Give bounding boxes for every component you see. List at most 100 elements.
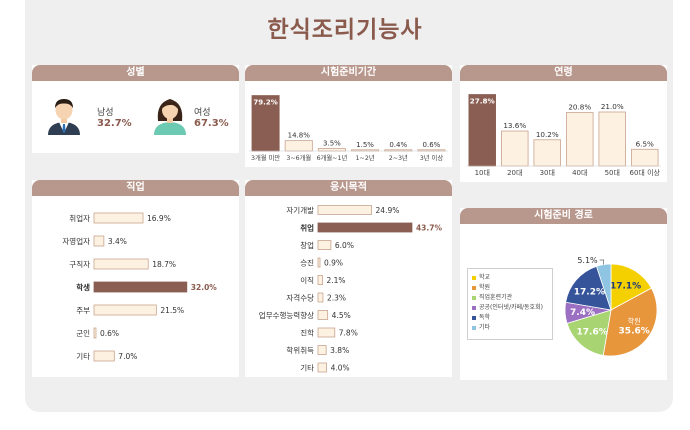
exam-period-panel: 시험준비기간 79.2% 3개월 미만 14.8% 3~6개월 3.5% 6개월~1년 1.… [245,65,452,167]
job-value-label: 7.0% [118,352,137,361]
route-legend-item: 학교 [472,273,543,283]
route-pie-slice [596,263,612,311]
purpose-bar [317,257,321,268]
purpose-value-label: 4.5% [332,311,351,320]
exam-period-chart: 79.2% 3개월 미만 14.8% 3~6개월 3.5% 6개월~1년 1.5% 1~2년 0… [249,95,448,162]
age-value-label: 13.6% [503,121,526,130]
job-value-label: 32.0% [191,283,218,292]
route-panel-header: 시험준비 경로 [460,208,667,224]
age-bar [501,130,529,167]
purpose-chart: 자기개발 24.9% 취업 43.7% 창업 6.0% 승진 0.9% 이직 2.1% 자격수당 2.… [259,205,443,373]
job-category-label: 자영업자 [62,236,90,246]
job-value-label: 21.5% [160,306,184,315]
route-legend-label: 직업훈련기관 [479,294,513,301]
route-pie-slice [610,263,652,311]
age-category-label: 50대 [605,169,620,177]
purpose-category-label: 승진 [300,258,314,268]
purpose-value-label: 24.9% [376,206,400,215]
purpose-panel: 응시목적 자기개발 24.9% 취업 43.7% 창업 6.0% 승진 0.9% 이직 2.1% 자… [245,180,452,377]
purpose-category-label: 자기개발 [286,205,314,215]
purpose-bar [317,362,328,373]
job-category-label: 취업자 [69,214,90,223]
age-category-label: 30대 [540,169,555,177]
route-legend-swatch [472,275,476,280]
route-legend-item: 독학 [472,313,543,323]
route-slice-label: 35.6% [619,327,650,337]
job-value-label: 0.6% [100,329,119,338]
age-category-label: 10대 [475,169,490,177]
female-value: 67.3% [194,118,229,129]
job-value-label: 3.4% [108,237,127,246]
purpose-bar [317,327,336,338]
route-legend-swatch [472,295,476,300]
job-category-label: 학생 [76,282,90,292]
purpose-value-label: 6.0% [335,241,354,250]
purpose-category-label: 업무수행능력향상 [259,310,314,320]
purpose-bar [317,310,329,320]
age-value-label: 27.8% [470,97,495,106]
purpose-category-label: 창업 [300,241,314,250]
exam-period-panel-header: 시험준비기간 [245,65,452,81]
purpose-bar [317,345,327,355]
female-label: 여성 [194,108,211,118]
purpose-bar [317,275,323,285]
age-panel-header: 연령 [460,65,667,81]
job-bar [93,304,157,316]
exam-period-bar [317,148,346,152]
gender-panel-header: 성별 [32,65,239,81]
page-title: 한식조리기능사 [267,17,423,43]
purpose-value-label: 3.8% [330,346,349,355]
purpose-category-label: 기타 [300,364,314,373]
job-bar [93,258,149,270]
age-category-label: 40대 [572,169,587,177]
exam-period-category-label: 3개월 미만 [251,153,280,162]
job-bar [93,212,144,224]
job-panel: 직업 취업자 16.9% 자영업자 3.4% 구직자 18.7% 학생 32.0% 주부 21.5… [32,180,239,377]
route-pie-slice [566,309,612,356]
job-panel-header: 직업 [32,180,239,196]
route-panel: 시험준비 경로 학교 학원 직업훈련기관 공공(인터넷/카페/동호회) 독학 기타 17.… [460,208,667,380]
purpose-category-label: 학위취득 [286,345,314,355]
job-category-label: 군인 [76,328,90,338]
age-value-label: 21.0% [601,102,624,111]
purpose-category-label: 자격수당 [286,293,314,303]
route-legend: 학교 학원 직업훈련기관 공공(인터넷/카페/동호회) 독학 기타 [467,268,553,340]
route-slice-label: 5.1% [577,256,598,265]
route-slice-label: 17.6% [577,327,608,337]
exam-period-category-label: 1~2년 [356,153,375,162]
route-legend-item: 직업훈련기관 [472,293,543,303]
job-category-label: 구직자 [69,259,90,269]
exam-period-value-label: 79.2% [253,99,277,107]
purpose-bar [317,292,324,303]
job-value-label: 16.9% [147,214,171,223]
job-bar [93,350,115,362]
route-leader-line [599,259,605,265]
route-legend-label: 독학 [479,314,491,321]
exam-period-value-label: 0.6% [423,141,441,149]
job-bar [93,235,105,247]
purpose-value-label: 2.1% [327,276,346,285]
male-label: 남성 [97,108,114,118]
purpose-bar [317,240,332,250]
male-value: 32.7% [97,118,132,129]
age-category-label: 20대 [507,169,522,177]
gender-panel: 성별 남성 32.7% 여성 67.3% [32,65,239,153]
job-bar [93,327,97,339]
purpose-category-label: 취업 [300,223,314,233]
route-legend-swatch [472,315,476,320]
exam-period-category-label: 3~6개월 [286,153,311,162]
route-slice-name: 학원 [628,317,641,326]
age-bar [598,111,626,167]
age-bar [533,139,561,167]
age-bar [631,148,659,167]
route-slice-label: 17.2% [574,287,605,297]
route-pie-slice [565,265,612,311]
route-legend-swatch [472,305,476,310]
purpose-value-label: 0.9% [324,259,343,268]
exam-period-category-label: 3년 이상 [420,153,444,162]
job-value-label: 18.7% [152,260,176,269]
age-panel: 연령 27.8% 10대 13.6% 20대 10.2% 30대 20.8% 40대 21.0%… [460,65,667,182]
exam-period-value-label: 3.5% [323,140,341,148]
route-legend-swatch [472,285,476,290]
